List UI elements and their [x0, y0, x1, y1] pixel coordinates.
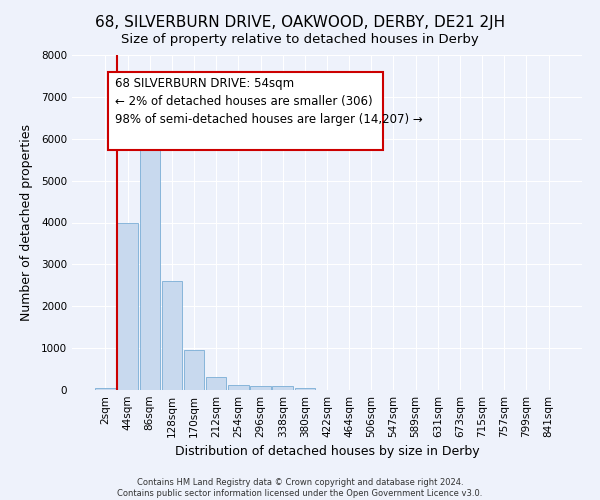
Text: Size of property relative to detached houses in Derby: Size of property relative to detached ho… [121, 32, 479, 46]
Bar [140, 114, 160, 390]
X-axis label: Distribution of detached houses by size in Derby: Distribution of detached houses by size … [175, 446, 479, 458]
Y-axis label: Number of detached properties: Number of detached properties [20, 124, 32, 321]
Text: Contains HM Land Registry data © Crown copyright and database right 2024.
Contai: Contains HM Land Registry data © Crown c… [118, 478, 482, 498]
Bar [161, 281, 182, 390]
Bar [206, 376, 226, 390]
Bar [184, 350, 204, 390]
Bar [228, 385, 248, 390]
Bar [95, 388, 116, 390]
Text: 68, SILVERBURN DRIVE, OAKWOOD, DERBY, DE21 2JH: 68, SILVERBURN DRIVE, OAKWOOD, DERBY, DE… [95, 15, 505, 30]
Bar [250, 386, 271, 390]
Bar [118, 222, 138, 390]
Bar [272, 386, 293, 390]
Text: 68 SILVERBURN DRIVE: 54sqm
← 2% of detached houses are smaller (306)
98% of semi: 68 SILVERBURN DRIVE: 54sqm ← 2% of detac… [115, 77, 423, 126]
FancyBboxPatch shape [108, 72, 383, 150]
Bar [295, 388, 315, 390]
